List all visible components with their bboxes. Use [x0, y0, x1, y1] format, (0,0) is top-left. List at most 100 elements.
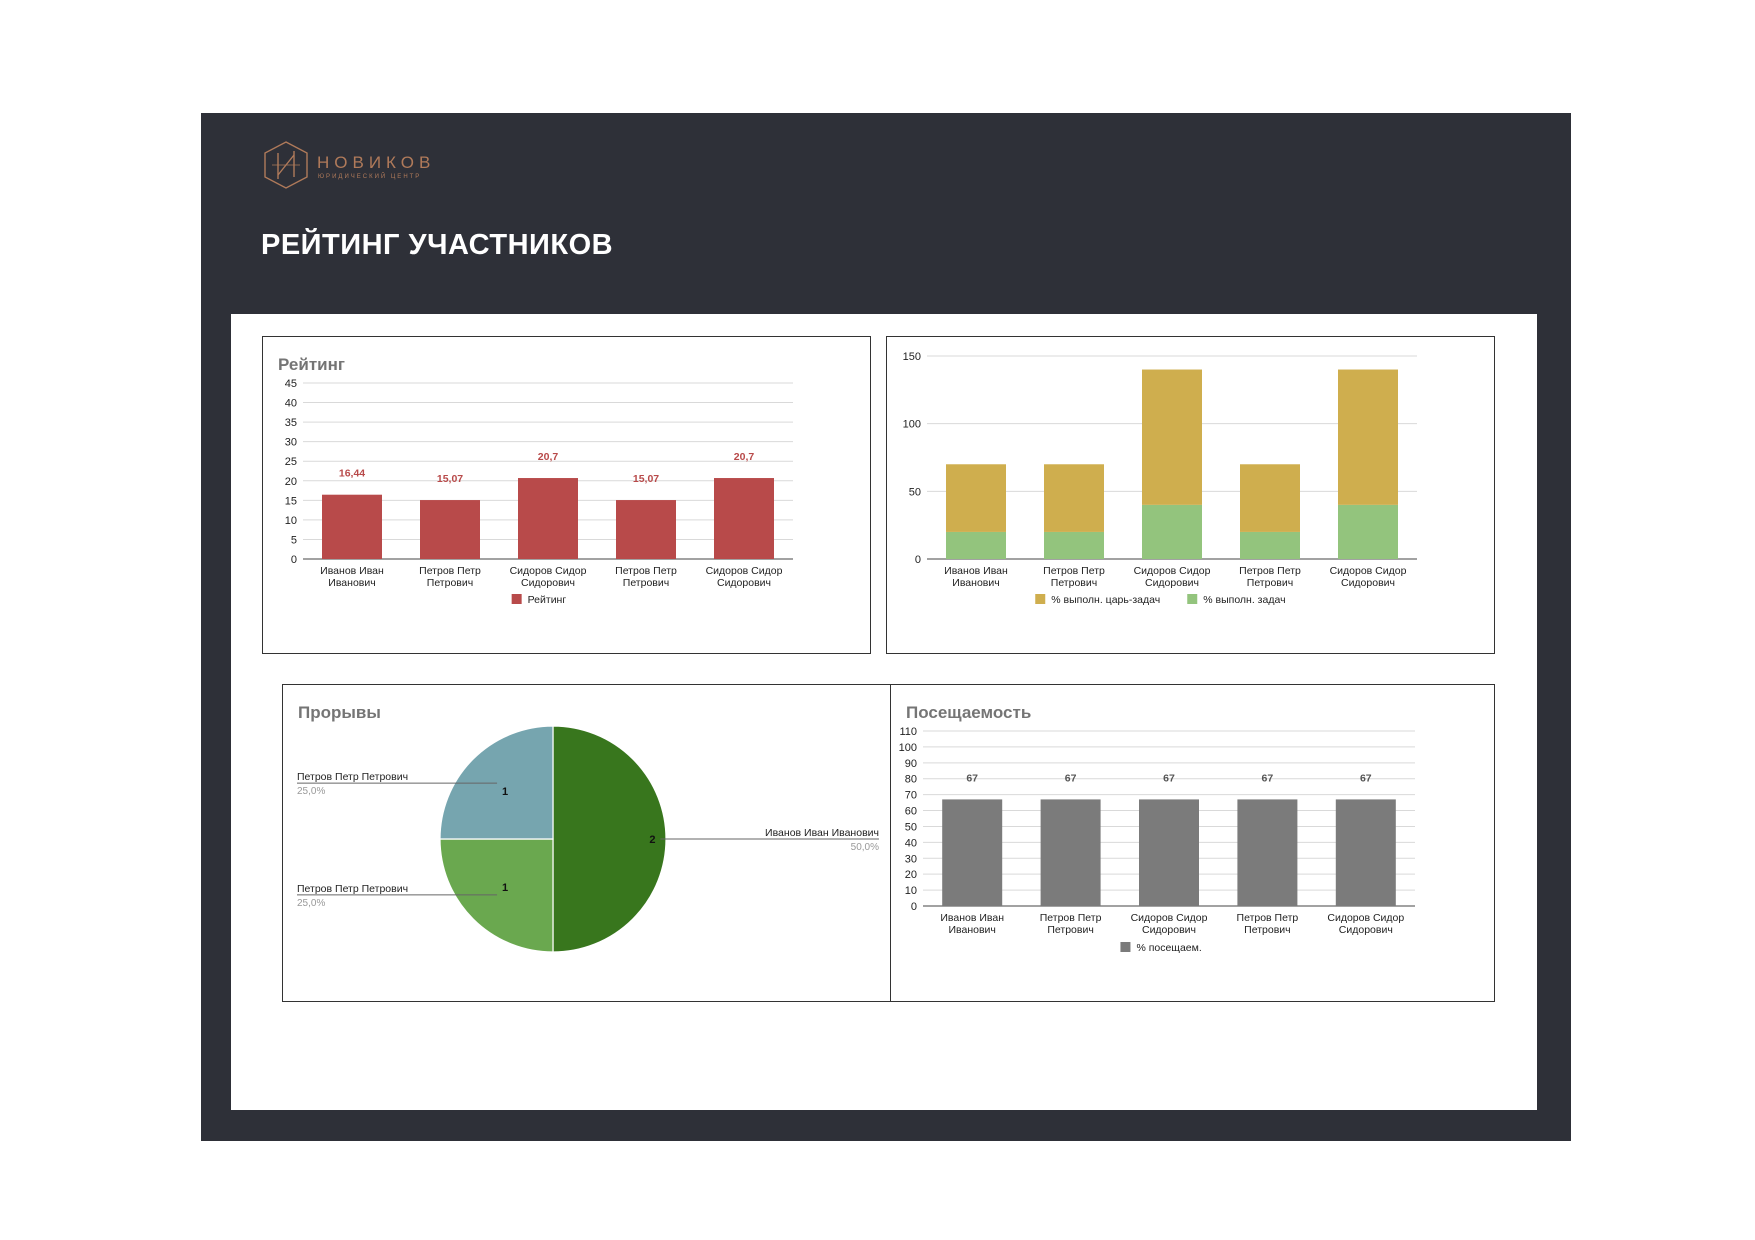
rating-chart-x-tick-label: Петрович [623, 577, 669, 589]
tasks-chart-bar [946, 464, 1006, 532]
rating-chart-y-tick-label: 0 [291, 554, 297, 566]
attendance-chart-data-label: 67 [1065, 772, 1077, 784]
attendance-chart-y-tick-label: 50 [905, 821, 917, 833]
page-title: РЕЙТИНГ УЧАСТНИКОВ [261, 229, 614, 261]
breakthroughs-chart-value-label: 1 [502, 786, 508, 798]
rating-chart-x-tick-label: Сидоров Сидор [706, 565, 783, 577]
tasks-chart-y-tick-label: 50 [909, 486, 921, 498]
breakthroughs-chart-value-label: 2 [649, 834, 655, 846]
attendance-chart-bar [1335, 799, 1396, 906]
rating-chart-x-tick-label: Сидорович [521, 577, 575, 589]
attendance-chart-x-tick-label: Петрович [1047, 924, 1093, 936]
breakthroughs-chart-value-label: 1 [502, 882, 508, 894]
attendance-chart-x-tick-label: Сидорович [1142, 924, 1196, 936]
attendance-chart-y-tick-label: 30 [905, 853, 917, 865]
tasks-chart-legend-swatch [1187, 594, 1198, 604]
rating-chart-bar [616, 500, 676, 559]
attendance-chart-bar [1139, 799, 1199, 906]
tasks-chart-bar [1240, 464, 1300, 532]
tasks-chart-x-tick-label: Петрович [1051, 577, 1097, 589]
attendance-chart-y-tick-label: 60 [905, 806, 917, 818]
attendance-chart-legend-swatch [1120, 942, 1131, 952]
rating-chart-y-tick-label: 25 [285, 456, 297, 468]
tasks-chart-x-tick-label: Петров Петр [1043, 565, 1105, 577]
tasks-chart-x-tick-label: Сидорович [1341, 577, 1395, 589]
attendance-chart-card: 0 10 20 30 40 50 60 70 80 90 100 110 67 Иванов Иван Ив… [890, 684, 1495, 1002]
attendance-chart-legend-label: % посещаем. [1136, 942, 1201, 954]
rating-chart-bar [714, 478, 774, 559]
attendance-chart-y-tick-label: 0 [911, 901, 917, 913]
attendance-chart-data-label: 67 [1163, 772, 1175, 784]
tasks-chart-bar [1338, 369, 1398, 505]
attendance-chart-bar [1040, 799, 1101, 906]
tasks-chart-x-tick-label: Иванов Иван [944, 565, 1008, 577]
attendance-chart-x-tick-label: Сидоров Сидор [1327, 912, 1404, 924]
tasks-chart-legend-label: % выполн. задач [1203, 594, 1285, 606]
attendance-chart-bar [1237, 799, 1298, 906]
rating-chart-y-tick-label: 40 [285, 398, 297, 410]
attendance-chart-bar [942, 799, 1003, 906]
tasks-chart-x-tick-label: Сидоров Сидор [1134, 565, 1211, 577]
attendance-chart-y-tick-label: 20 [905, 869, 917, 881]
tasks-chart-y-tick-label: 0 [915, 554, 921, 566]
breakthroughs-chart-slice [439, 725, 554, 840]
tasks-chart-x-tick-label: Сидоров Сидор [1330, 565, 1407, 577]
rating-chart-data-label: 20,7 [538, 451, 559, 463]
attendance-chart-x-tick-label: Сидоров Сидор [1131, 912, 1208, 924]
brand-name: НОВИКОВ [317, 153, 436, 172]
attendance-chart-x-tick-label: Иванов Иван [940, 912, 1004, 924]
tasks-chart-bar [1142, 369, 1202, 505]
attendance-chart-title: Посещаемость [906, 703, 1032, 722]
attendance-chart-x-tick-label: Петров Петр [1237, 912, 1299, 924]
attendance-chart-data-label: 67 [966, 772, 978, 784]
rating-chart-y-tick-label: 35 [285, 417, 297, 429]
rating-chart-data-label: 16,44 [339, 468, 365, 480]
attendance-chart-y-tick-label: 70 [905, 790, 917, 802]
rating-chart-y-tick-label: 5 [291, 534, 297, 546]
breakthroughs-chart-card: 2 Иванов Иван Иванович 50,0% 1 Петров Петр П… [282, 684, 891, 1002]
rating-chart: 0 5 10 15 20 25 30 35 40 45 16,44 Иванов ИванИванов… [285, 378, 793, 606]
attendance-chart-y-tick-label: 110 [899, 726, 917, 738]
tasks-chart-y-tick-label: 150 [903, 351, 921, 363]
attendance-chart-y-tick-label: 90 [905, 758, 917, 770]
rating-chart-bar [322, 494, 382, 559]
breakthroughs-chart-slice-name: Иванов Иван Иванович [765, 827, 879, 839]
slide-frame: НОВИКОВ юридический центр РЕЙТИНГ УЧАСТН… [201, 113, 1571, 1141]
breakthroughs-chart-slice-name: Петров Петр Петрович [297, 771, 408, 783]
attendance-chart-x-tick-label: Петрович [1244, 924, 1290, 936]
rating-chart-legend-swatch [511, 594, 522, 604]
rating-chart-y-tick-label: 45 [285, 378, 297, 390]
rating-chart-x-tick-label: Петрович [427, 577, 473, 589]
dashboard-panel: 0 5 10 15 20 25 30 35 40 45 16,44 Иванов Иван Иванов… [231, 314, 1537, 1110]
breakthroughs-chart-title: Прорывы [298, 703, 381, 722]
rating-chart-data-label: 15,07 [633, 473, 659, 485]
breakthroughs-chart-slice [439, 838, 554, 953]
attendance-chart-y-tick-label: 40 [905, 837, 917, 849]
breakthroughs-chart-slice-percent: 50,0% [851, 842, 879, 853]
attendance-chart-data-label: 67 [1262, 772, 1274, 784]
attendance-chart-data-label: 67 [1360, 772, 1372, 784]
attendance-chart-y-tick-label: 100 [899, 742, 917, 754]
rating-chart-y-tick-label: 30 [285, 437, 297, 449]
rating-chart-legend-label: Рейтинг [528, 594, 567, 606]
rating-chart-x-tick-label: Сидоров Сидор [510, 565, 587, 577]
tasks-chart-bar [946, 531, 1006, 559]
rating-chart-x-tick-label: Иванович [328, 577, 375, 589]
rating-chart-data-label: 15,07 [437, 473, 463, 485]
rating-chart-y-tick-label: 15 [285, 495, 297, 507]
tasks-chart-x-tick-label: Петров Петр [1239, 565, 1301, 577]
attendance-chart-y-tick-label: 80 [905, 774, 917, 786]
tasks-chart-bar [1338, 504, 1398, 559]
tasks-chart-bar [1044, 531, 1104, 559]
tasks-chart-bar [1142, 504, 1202, 559]
rating-chart-bar [420, 500, 480, 559]
rating-chart-x-tick-label: Иванов Иван [320, 565, 384, 577]
tasks-chart-y-tick-label: 100 [903, 419, 921, 431]
attendance-chart: 0 10 20 30 40 50 60 70 80 90 100 110 67 Иванов ИванИв… [899, 726, 1415, 954]
breakthroughs-chart-slice-percent: 25,0% [297, 786, 325, 797]
tasks-chart-card: 0 50 100 150 Иванов Иван Иванович Петров Петр П… [886, 336, 1495, 654]
brand-subtitle: юридический центр [318, 174, 422, 180]
attendance-chart-x-tick-label: Петров Петр [1040, 912, 1102, 924]
rating-chart-y-tick-label: 10 [285, 515, 297, 527]
